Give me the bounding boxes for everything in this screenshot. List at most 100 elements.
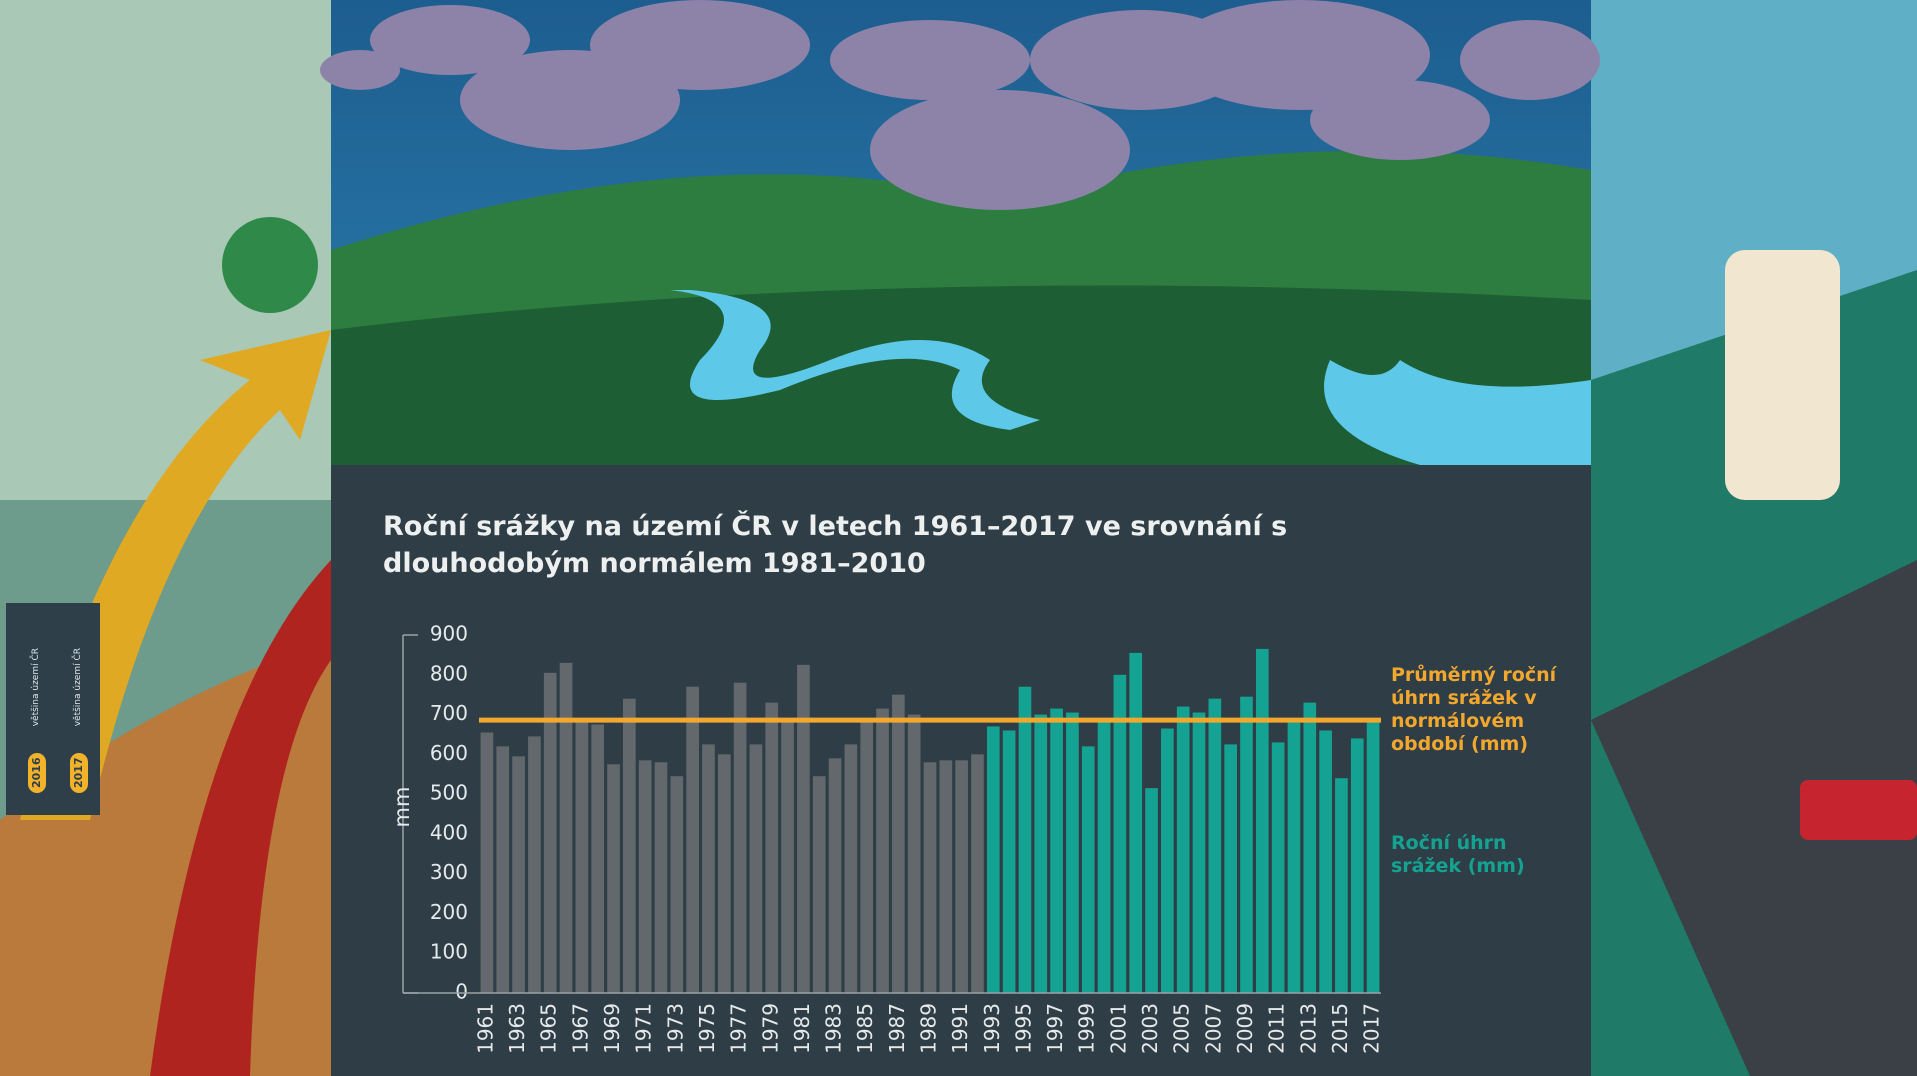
- bar: [844, 744, 858, 993]
- bar: [670, 776, 684, 993]
- bar: [638, 760, 652, 993]
- x-tick-label: 1969: [600, 1003, 624, 1054]
- x-tick-label: 1981: [790, 1003, 814, 1054]
- x-tick-label: 2015: [1328, 1003, 1352, 1054]
- legend-series: Roční úhrn srážek (mm): [1391, 832, 1525, 877]
- bar: [1319, 730, 1332, 993]
- x-tick-label: 1983: [822, 1003, 846, 1054]
- bar: [717, 754, 731, 993]
- bar: [1335, 778, 1348, 993]
- y-tick-label: 100: [430, 940, 468, 964]
- bar: [876, 708, 889, 993]
- y-tick-label: 300: [430, 860, 468, 884]
- bar: [1097, 718, 1111, 993]
- left-arc: [150, 560, 331, 1076]
- x-tick-label: 1961: [473, 1003, 497, 1054]
- right-car: [1800, 780, 1917, 840]
- bar: [939, 760, 953, 993]
- bar: [1224, 744, 1237, 993]
- x-tick-label: 1997: [1043, 1003, 1067, 1054]
- bar: [1050, 708, 1063, 993]
- bar: [1129, 652, 1143, 993]
- bar: [1066, 712, 1079, 993]
- x-tick-label: 1963: [505, 1003, 529, 1054]
- x-tick-label: 1999: [1075, 1003, 1099, 1054]
- x-tick-label: 1987: [885, 1003, 909, 1054]
- bar: [955, 760, 968, 993]
- bar: [480, 732, 494, 993]
- bar: [1366, 718, 1380, 993]
- bar: [1176, 706, 1190, 993]
- bar: [686, 686, 699, 993]
- bar: [1192, 712, 1206, 993]
- left-tree: [222, 217, 318, 313]
- bar: [654, 762, 668, 993]
- bar: [623, 698, 636, 993]
- right-tank: [1725, 250, 1840, 500]
- bar: [749, 744, 763, 993]
- bar: [971, 754, 984, 993]
- x-tick-label: 1975: [695, 1003, 719, 1054]
- y-tick-label: 700: [430, 701, 468, 725]
- y-tick-label: 800: [430, 661, 468, 685]
- chart-title: Roční srážky na území ČR v letech 1961–2…: [383, 511, 1288, 579]
- x-tick-label: 2007: [1201, 1003, 1225, 1054]
- bar: [559, 662, 573, 993]
- bar: [765, 702, 779, 993]
- clouds: [320, 0, 1600, 210]
- bar: [923, 762, 937, 993]
- right-road: [1591, 560, 1917, 1076]
- x-tick-label: 1991: [948, 1003, 972, 1054]
- bar: [496, 746, 510, 993]
- bar: [1208, 698, 1222, 993]
- bar: [1287, 722, 1301, 993]
- bar: [1034, 714, 1048, 993]
- bar: [1018, 686, 1032, 993]
- bar: [575, 718, 589, 993]
- bar: [1002, 730, 1016, 993]
- x-tick-label: 2003: [1138, 1003, 1162, 1054]
- bar: [1303, 702, 1317, 993]
- x-tick-label: 2009: [1233, 1003, 1257, 1054]
- side-panel: 2016 většina území ČR 2017 většina území ČR: [6, 603, 100, 815]
- bar: [1240, 696, 1253, 993]
- x-tick-label: 1985: [853, 1003, 877, 1054]
- y-tick-label: 500: [430, 781, 468, 805]
- lake: [1324, 360, 1591, 465]
- bar: [1113, 674, 1127, 993]
- x-tick-label: 1979: [758, 1003, 782, 1054]
- bar: [733, 682, 747, 993]
- bar: [812, 776, 826, 993]
- bar: [1081, 746, 1095, 993]
- x-tick-label: 1971: [632, 1003, 656, 1054]
- x-tick-label: 2005: [1170, 1003, 1194, 1054]
- bar: [797, 664, 810, 993]
- river: [670, 290, 1040, 430]
- bar: [607, 764, 620, 993]
- bar: [781, 718, 794, 993]
- bar: [986, 726, 1000, 993]
- bar: [543, 672, 557, 993]
- legend-reference: Průměrný roční úhrn srážek v normálovém …: [1391, 664, 1557, 755]
- x-tick-label: 1973: [663, 1003, 687, 1054]
- y-tick-label: 600: [430, 741, 468, 765]
- y-tick-label: 200: [430, 900, 468, 924]
- x-tick-label: 2011: [1265, 1003, 1289, 1054]
- bar: [591, 724, 605, 993]
- bar: [892, 694, 905, 993]
- bar: [1255, 648, 1269, 993]
- bar: [1350, 738, 1364, 993]
- y-tick-label: 0: [455, 980, 468, 1004]
- bar: [1145, 788, 1158, 993]
- y-tick-label: 900: [430, 622, 468, 646]
- x-tick-label: 2017: [1360, 1003, 1384, 1054]
- x-tick-label: 1965: [537, 1003, 561, 1054]
- bar: [1161, 728, 1174, 993]
- bar: [528, 736, 541, 993]
- x-tick-label: 1995: [1011, 1003, 1035, 1054]
- y-tick-label: 400: [430, 820, 468, 844]
- x-tick-label: 1989: [917, 1003, 941, 1054]
